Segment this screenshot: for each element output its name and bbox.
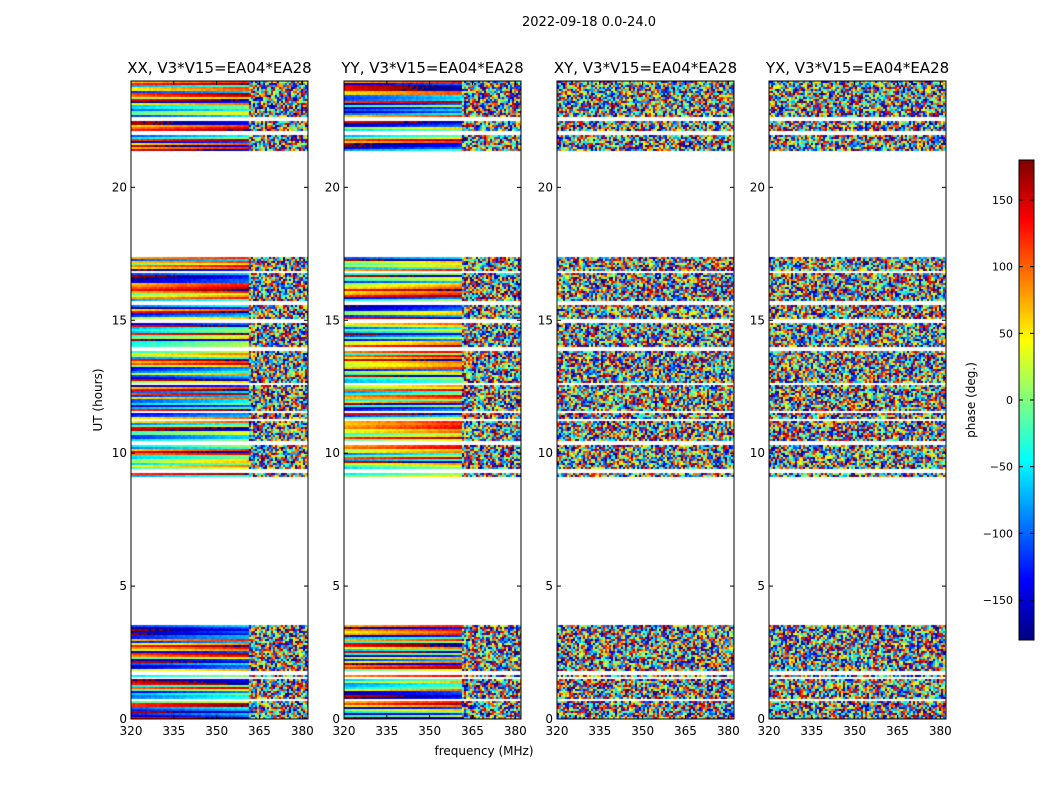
y-tick-label: 0: [757, 712, 765, 726]
x-tick-label: 350: [418, 724, 441, 738]
colorbar-gradient: [1019, 160, 1034, 640]
y-tick-label: 20: [750, 180, 765, 194]
y-tick-label: 10: [325, 446, 340, 460]
panel-title: XY, V3*V15=EA04*EA28: [554, 59, 737, 77]
x-axis-label: frequency (MHz): [434, 744, 533, 758]
x-tick-label: 380: [504, 724, 527, 738]
x-tick-label: 335: [800, 724, 823, 738]
y-tick-label: 0: [119, 712, 127, 726]
y-tick-label: 15: [112, 313, 127, 327]
figure-suptitle: 2022-09-18 0.0-24.0: [522, 15, 656, 30]
x-tick-label: 350: [205, 724, 228, 738]
y-tick-label: 20: [112, 180, 127, 194]
y-axis-label: UT (hours): [91, 368, 105, 431]
y-tick-label: 10: [750, 446, 765, 460]
colorbar-label: phase (deg.): [964, 362, 978, 438]
panel-title: YY, V3*V15=EA04*EA28: [340, 59, 523, 77]
y-tick-label: 15: [538, 313, 553, 327]
y-tick-label: 15: [750, 313, 765, 327]
x-tick-label: 365: [886, 724, 909, 738]
y-tick-label: 20: [538, 180, 553, 194]
heatmap-yy: [344, 81, 521, 719]
panels: XX, V3*V15=EA04*EA28 320 335 350 365 380 0 5 10 1…: [112, 59, 952, 738]
colorbar-tick-label: 100: [992, 261, 1013, 274]
y-tick-label: 10: [112, 446, 127, 460]
colorbar-tick-label: −100: [983, 527, 1013, 540]
x-tick-label: 350: [631, 724, 654, 738]
x-tick-label: 350: [843, 724, 866, 738]
axes-frame: [130, 80, 309, 720]
panel-yy: YY, V3*V15=EA04*EA28 320 335 350 365 380 0 5 10 1…: [325, 59, 527, 738]
y-tick-label: 5: [119, 579, 127, 593]
y-tick-label: 5: [545, 579, 553, 593]
x-tick-label: 335: [588, 724, 611, 738]
panel-xy: XY, V3*V15=EA04*EA28 320 335 350 365 380 0 5 10 1…: [538, 59, 740, 738]
panel-yx: YX, V3*V15=EA04*EA28 320 335 350 365 380 0 5 10 1…: [750, 59, 952, 738]
x-tick-label: 365: [674, 724, 697, 738]
axes-frame: [343, 80, 522, 720]
panel-title: XX, V3*V15=EA04*EA28: [127, 59, 311, 77]
colorbar-tick-label: 150: [992, 194, 1013, 207]
heatmap-xx: [131, 81, 308, 719]
axes-frame: [768, 80, 947, 720]
y-tick-label: 20: [325, 180, 340, 194]
colorbar: 150 100 50 0 −50 −100 −150: [983, 159, 1035, 641]
x-tick-label: 320: [333, 724, 356, 738]
x-tick-label: 335: [162, 724, 185, 738]
y-tick-label: 0: [332, 712, 340, 726]
x-tick-label: 320: [120, 724, 143, 738]
x-tick-label: 380: [929, 724, 952, 738]
x-tick-label: 320: [546, 724, 569, 738]
x-tick-label: 380: [717, 724, 740, 738]
y-tick-label: 0: [545, 712, 553, 726]
colorbar-tick-label: 0: [1006, 394, 1013, 407]
heatmap-xy: [557, 81, 734, 719]
panel-xx: XX, V3*V15=EA04*EA28 320 335 350 365 380 0 5 10 1…: [112, 59, 314, 738]
colorbar-tick-label: 50: [999, 327, 1013, 340]
y-tick-label: 5: [332, 579, 340, 593]
colorbar-tick-label: −150: [983, 594, 1013, 607]
y-tick-label: 10: [538, 446, 553, 460]
x-tick-label: 380: [291, 724, 314, 738]
y-tick-label: 5: [757, 579, 765, 593]
x-tick-label: 365: [461, 724, 484, 738]
heatmap-yx: [769, 81, 946, 719]
x-tick-label: 320: [758, 724, 781, 738]
colorbar-tick-label: −50: [990, 461, 1013, 474]
x-tick-label: 335: [375, 724, 398, 738]
x-tick-label: 365: [248, 724, 271, 738]
panel-title: YX, V3*V15=EA04*EA28: [765, 59, 949, 77]
y-tick-label: 15: [325, 313, 340, 327]
axes-frame: [556, 80, 735, 720]
